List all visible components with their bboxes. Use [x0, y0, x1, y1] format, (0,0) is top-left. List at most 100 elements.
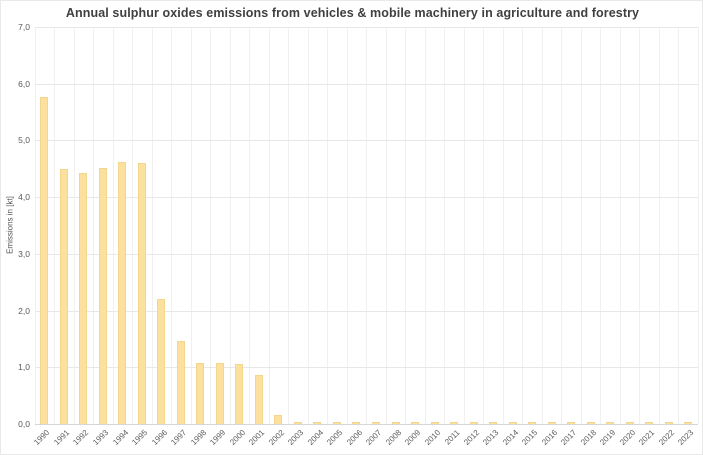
x-axis-tick-label-2000: 2000: [227, 428, 247, 447]
gridline-vertical: [210, 27, 212, 424]
gridline-vertical: [678, 27, 680, 424]
bar-2006: [352, 421, 361, 424]
gridline-vertical: [249, 27, 251, 424]
gridline-vertical: [541, 27, 543, 424]
x-axis-tick-label-2004: 2004: [305, 428, 325, 447]
gridline-vertical: [385, 27, 387, 424]
y-axis-tick-label: 6,0: [18, 78, 30, 89]
bar-2015: [528, 421, 537, 424]
gridline-horizontal: [34, 367, 698, 368]
gridline-horizontal: [34, 197, 698, 198]
bar-2010: [430, 421, 439, 424]
gridline-vertical: [463, 27, 465, 424]
bar-2016: [547, 421, 556, 424]
gridline-vertical: [639, 27, 641, 424]
x-axis-tick-label-1997: 1997: [169, 428, 189, 447]
x-axis-tick-label-2019: 2019: [598, 428, 618, 447]
gridline-vertical: [151, 27, 153, 424]
bar-2009: [411, 421, 420, 424]
gridline-vertical: [34, 27, 36, 424]
gridline-vertical: [424, 27, 426, 424]
x-axis-tick-label-1992: 1992: [71, 428, 91, 447]
y-axis-tick-label: 5,0: [18, 135, 30, 146]
bar-2017: [567, 421, 576, 424]
gridline-vertical: [580, 27, 582, 424]
x-axis-tick-label-1999: 1999: [208, 428, 228, 447]
gridline-vertical: [132, 27, 134, 424]
gridline-vertical: [444, 27, 446, 424]
y-axis-tick-label: 0,0: [18, 419, 30, 429]
x-axis-tick-label-2014: 2014: [501, 428, 520, 447]
x-axis-tick-label-2007: 2007: [364, 428, 384, 447]
gridline-horizontal: [34, 254, 698, 255]
gridline-vertical: [268, 27, 270, 424]
x-axis-tick-label-1995: 1995: [130, 428, 150, 447]
bar-1990: [40, 97, 49, 424]
x-axis-tick-label-1990: 1990: [32, 428, 52, 447]
bar-2012: [469, 421, 478, 424]
y-axis-tick-label: 4,0: [18, 192, 30, 203]
y-axis-tick-label: 3,0: [18, 248, 30, 259]
x-axis-tick-label-2010: 2010: [422, 428, 442, 447]
gridline-vertical: [346, 27, 348, 424]
gridline-vertical: [112, 27, 114, 424]
y-axis-title: Emissions in [kt]: [5, 196, 15, 254]
bar-1999: [215, 363, 224, 424]
x-axis-tick-label-2016: 2016: [540, 428, 559, 447]
x-axis-tick-label-1994: 1994: [110, 428, 130, 447]
gridline-vertical: [483, 27, 485, 424]
bar-2007: [372, 421, 380, 424]
y-axis-tick-label: 1,0: [18, 362, 30, 373]
gridline-vertical: [658, 27, 660, 424]
x-axis-tick-label-2018: 2018: [579, 428, 599, 447]
x-axis-tick-label-2003: 2003: [286, 428, 306, 447]
bar-2003: [293, 421, 302, 424]
x-axis-tick-label-2013: 2013: [481, 428, 501, 447]
y-axis-tick-label: 7,0: [18, 22, 30, 32]
gridline-vertical: [522, 27, 524, 424]
bar-2013: [489, 421, 498, 424]
gridline-horizontal: [34, 140, 698, 141]
gridline-horizontal: [34, 84, 698, 85]
gridline-horizontal: [34, 27, 698, 28]
x-axis-tick-label-1993: 1993: [91, 428, 111, 447]
x-axis-tick-label-2015: 2015: [520, 428, 540, 447]
bar-2001: [254, 375, 263, 424]
bar-2004: [313, 421, 322, 424]
bar-2002: [274, 415, 283, 424]
bar-2005: [332, 421, 341, 424]
x-axis-tick-label-2001: 2001: [247, 428, 267, 447]
bar-1993: [98, 168, 107, 424]
x-axis-tick-label-2017: 2017: [559, 428, 579, 447]
bar-1994: [118, 161, 127, 424]
bar-2019: [606, 421, 615, 424]
bar-1991: [59, 169, 68, 424]
gridline-vertical: [600, 27, 602, 424]
gridline-vertical: [307, 27, 309, 424]
x-axis-tick-label-2011: 2011: [442, 428, 462, 447]
gridline-vertical: [171, 27, 173, 424]
x-axis-tick-label-2009: 2009: [403, 428, 423, 447]
gridline-vertical: [288, 27, 290, 424]
x-axis-tick-label-2008: 2008: [383, 428, 403, 447]
bar-1996: [157, 298, 166, 424]
bar-2021: [645, 421, 654, 424]
gridline-vertical: [619, 27, 621, 424]
gridline-vertical: [327, 27, 329, 424]
gridline-vertical: [561, 27, 563, 424]
x-axis-tick-label-2021: 2021: [637, 428, 657, 447]
bar-2020: [625, 421, 634, 424]
gridline-vertical: [502, 27, 504, 424]
gridline-vertical: [229, 27, 231, 424]
x-axis-line: [34, 424, 698, 425]
gridline-vertical: [190, 27, 192, 424]
bar-2011: [450, 421, 459, 424]
bar-2018: [586, 421, 595, 424]
x-axis-tick-label-2022: 2022: [657, 428, 677, 447]
gridline-vertical: [73, 27, 75, 424]
x-axis-tick-label-2020: 2020: [618, 428, 638, 447]
x-axis-tick-label-1996: 1996: [149, 428, 169, 447]
x-axis-tick-label-2006: 2006: [344, 428, 364, 447]
gridline-vertical: [93, 27, 95, 424]
bar-1998: [196, 363, 205, 424]
